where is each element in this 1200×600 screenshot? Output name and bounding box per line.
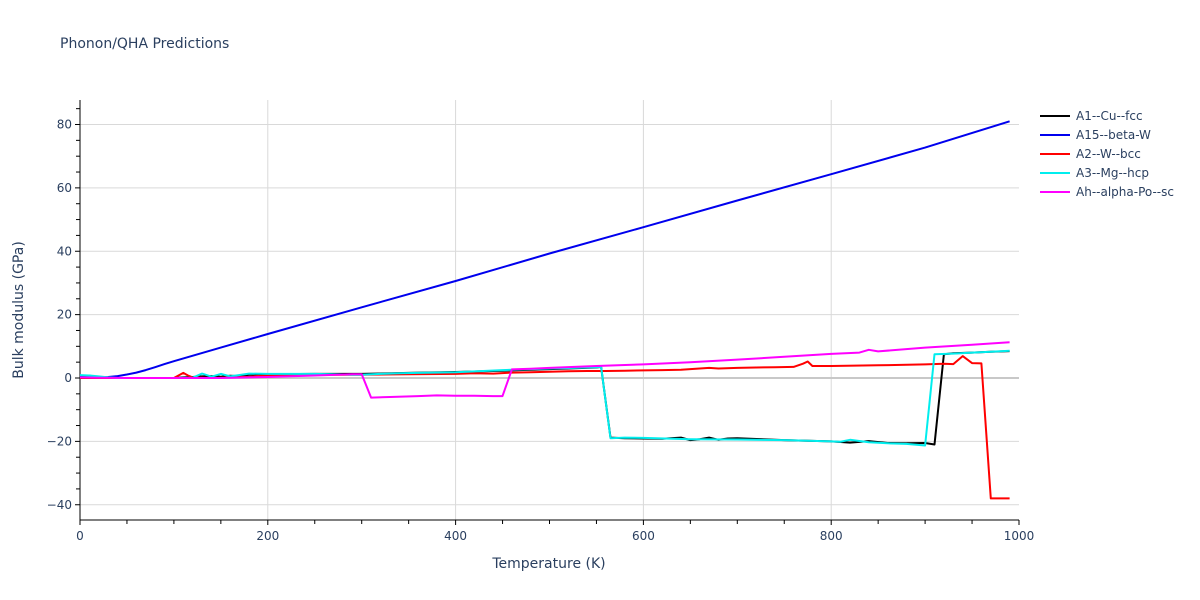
legend-line-icon [1040, 152, 1070, 155]
series-line-ah-alpha-po-sc [79, 341, 1010, 399]
svg-text:600: 600 [632, 529, 655, 543]
legend-line-icon [1040, 171, 1070, 174]
svg-text:−40: −40 [47, 498, 72, 512]
legend-line-icon [1040, 133, 1070, 136]
svg-text:0: 0 [64, 371, 72, 385]
legend-item-a1-cu-fcc[interactable]: A1--Cu--fcc [1040, 106, 1174, 125]
chart-title: Phonon/QHA Predictions [60, 36, 230, 52]
legend-label: Ah--alpha-Po--sc [1076, 184, 1174, 199]
legend-label: A15--beta-W [1076, 127, 1151, 142]
legend-line-icon [1040, 114, 1070, 117]
svg-text:60: 60 [57, 181, 72, 195]
y-axis-title: Bulk modulus (GPa) [11, 241, 27, 379]
legend-item-a2-w-bcc[interactable]: A2--W--bcc [1040, 144, 1174, 163]
axes [75, 100, 1020, 525]
legend: A1--Cu--fcc A15--beta-W A2--W--bcc A3--M… [1040, 106, 1174, 201]
svg-text:0: 0 [76, 529, 84, 543]
x-axis-title: Temperature (K) [491, 556, 605, 572]
svg-text:800: 800 [820, 529, 843, 543]
data-series [79, 120, 1010, 500]
svg-text:40: 40 [57, 244, 72, 258]
legend-item-ah-alpha-po-sc[interactable]: Ah--alpha-Po--sc [1040, 182, 1174, 201]
legend-label: A3--Mg--hcp [1076, 165, 1149, 180]
legend-line-icon [1040, 190, 1070, 193]
series-line-a15-beta-w [79, 120, 1010, 379]
svg-text:1000: 1000 [1004, 529, 1035, 543]
svg-text:20: 20 [57, 308, 72, 322]
svg-text:−20: −20 [47, 434, 72, 448]
gridlines [80, 100, 1019, 520]
svg-text:200: 200 [256, 529, 279, 543]
svg-text:400: 400 [444, 529, 467, 543]
legend-label: A1--Cu--fcc [1076, 108, 1143, 123]
legend-label: A2--W--bcc [1076, 146, 1141, 161]
legend-item-a3-mg-hcp[interactable]: A3--Mg--hcp [1040, 163, 1174, 182]
svg-text:80: 80 [57, 118, 72, 132]
legend-item-a15-beta-w[interactable]: A15--beta-W [1040, 125, 1174, 144]
tick-labels: 0 200 400 600 800 1000 −40 −20 0 20 40 60 80 [47, 118, 1035, 544]
